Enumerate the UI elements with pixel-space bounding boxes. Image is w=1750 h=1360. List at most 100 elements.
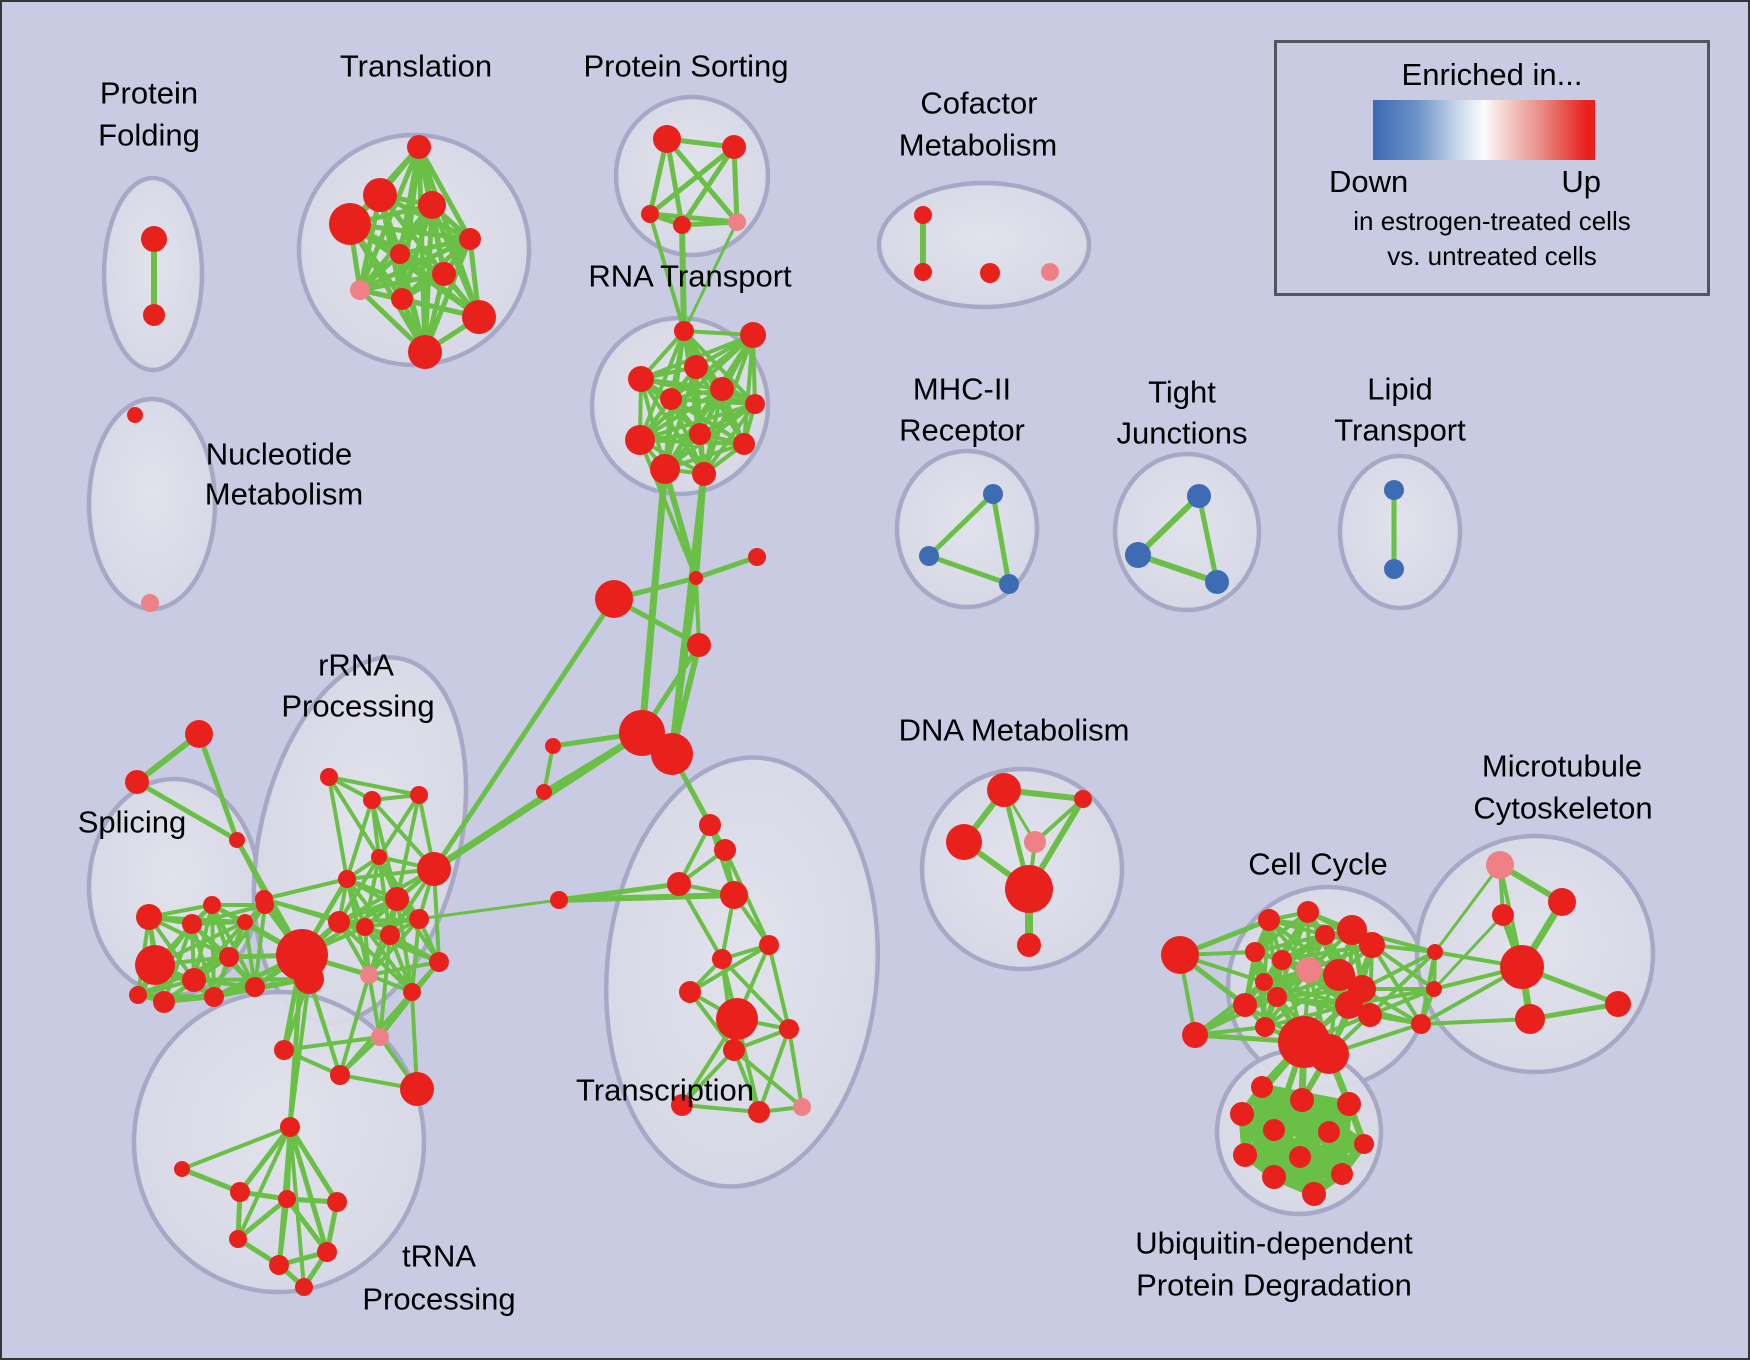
edge (377, 793, 421, 859)
mhc-ii-receptor-node (983, 484, 1003, 504)
transcription-node (667, 872, 691, 896)
rrna-processing-node (363, 791, 381, 809)
trna-processing-node (269, 1255, 289, 1275)
edge (767, 943, 791, 1031)
edge (180, 1125, 292, 1171)
edge (679, 222, 687, 334)
tight-junctions-node (1125, 542, 1151, 568)
rna-transport-node (625, 425, 655, 455)
edge (422, 236, 473, 355)
translation-node (462, 300, 496, 334)
nodes-layer (125, 125, 1631, 1296)
cell-cycle-node (1258, 909, 1280, 931)
edge (668, 470, 708, 758)
transcription-node (671, 1094, 693, 1116)
edge (395, 793, 421, 901)
hub-node (294, 964, 324, 994)
edge (787, 1027, 804, 1109)
cell-cycle-node (1245, 942, 1265, 962)
trna-processing-node (295, 1278, 313, 1296)
cell-cycle-node (1323, 959, 1355, 991)
connectors-node (545, 738, 561, 754)
splicing-node (237, 914, 253, 930)
edge (288, 1125, 306, 1289)
splicing-node (245, 977, 265, 997)
edge (664, 136, 685, 228)
edge (1433, 863, 1502, 954)
dna-metabolism-node (1024, 831, 1046, 853)
protein-folding-label: Protein (100, 76, 198, 111)
rrna-processing-node (410, 786, 428, 804)
nucleotide-metabolism-label: Nucleotide (206, 437, 352, 472)
edge (345, 798, 374, 881)
nucleotide-metabolism-node (127, 407, 143, 423)
microtubule-cytoskeleton-node (1605, 991, 1631, 1017)
edge (693, 554, 760, 581)
transcription-node (723, 1039, 745, 1061)
dna-metabolism-label: DNA Metabolism (899, 713, 1130, 748)
protein-folding-node (143, 304, 165, 326)
rrna-processing-node (356, 918, 374, 936)
transcription-label: Transcription (576, 1073, 754, 1108)
edge (679, 219, 740, 228)
microtubule-cytoskeleton-node (1500, 945, 1544, 989)
transcription-node (679, 981, 701, 1003)
color-legend: Enriched in... Down Up in estrogen-treat… (1274, 40, 1710, 296)
rrna-processing-node (380, 925, 400, 945)
edge (1368, 950, 1437, 1017)
connectors-node (689, 571, 703, 585)
rna-transport-node (684, 355, 708, 379)
translation-node (418, 191, 446, 219)
ubiquitin-degradation-node (1337, 1092, 1361, 1116)
connectors-node (550, 891, 568, 909)
cofactor-metabolism-node (1041, 263, 1059, 281)
microtubule-cytoskeleton-label: Microtubule (1482, 749, 1642, 784)
edge (327, 775, 421, 797)
protein-sorting-ellipse (613, 94, 771, 258)
nucleotide-metabolism-label: Metabolism (205, 477, 364, 512)
rna-transport-node (650, 454, 680, 484)
rrna-processing-node (320, 768, 338, 786)
trna-processing-node (174, 1161, 190, 1177)
ubiquitin-degradation-node (1230, 1102, 1254, 1126)
edge (388, 933, 414, 994)
splicing-node (204, 987, 224, 1007)
edge (732, 1048, 761, 1114)
edge (1135, 552, 1220, 585)
trna-processing-label: tRNA (402, 1239, 476, 1274)
edge (416, 144, 473, 242)
dna-metabolism-node (987, 773, 1021, 807)
transcription-node (714, 839, 736, 861)
edge (236, 1125, 292, 1241)
edge (638, 465, 669, 737)
cell-cycle-node (1182, 1022, 1208, 1048)
edge (253, 903, 267, 989)
edge (337, 855, 381, 924)
mhc-ii-receptor-node (919, 546, 939, 566)
microtubule-cytoskeleton-node (1548, 888, 1576, 916)
edge (638, 402, 757, 442)
rrna-processing-node (360, 966, 378, 984)
transcription-node (712, 949, 732, 969)
splicing-node (136, 904, 162, 930)
edge (1419, 1017, 1532, 1026)
nucleotide-metabolism-node (141, 594, 159, 612)
edge (647, 144, 737, 217)
transcription-node (748, 1101, 770, 1123)
trna-processing-node (317, 1242, 337, 1262)
cell-cycle-node (1337, 915, 1367, 945)
edge (679, 144, 737, 228)
rna-transport-node (674, 321, 694, 341)
rrna-processing-node (429, 952, 449, 972)
edge (664, 136, 740, 225)
edge (287, 1124, 330, 1255)
cell-cycle-node (1335, 991, 1363, 1019)
lipid-transport-node (1384, 559, 1404, 579)
edge (179, 1166, 243, 1195)
cell-cycle-node (1296, 957, 1322, 983)
cell-cycle-node (1161, 936, 1199, 974)
cell-cycle-node (1426, 981, 1442, 997)
connectors-node (651, 733, 693, 775)
rrna-processing-node (274, 1040, 294, 1060)
nucleotide-metabolism-ellipse (86, 396, 218, 612)
